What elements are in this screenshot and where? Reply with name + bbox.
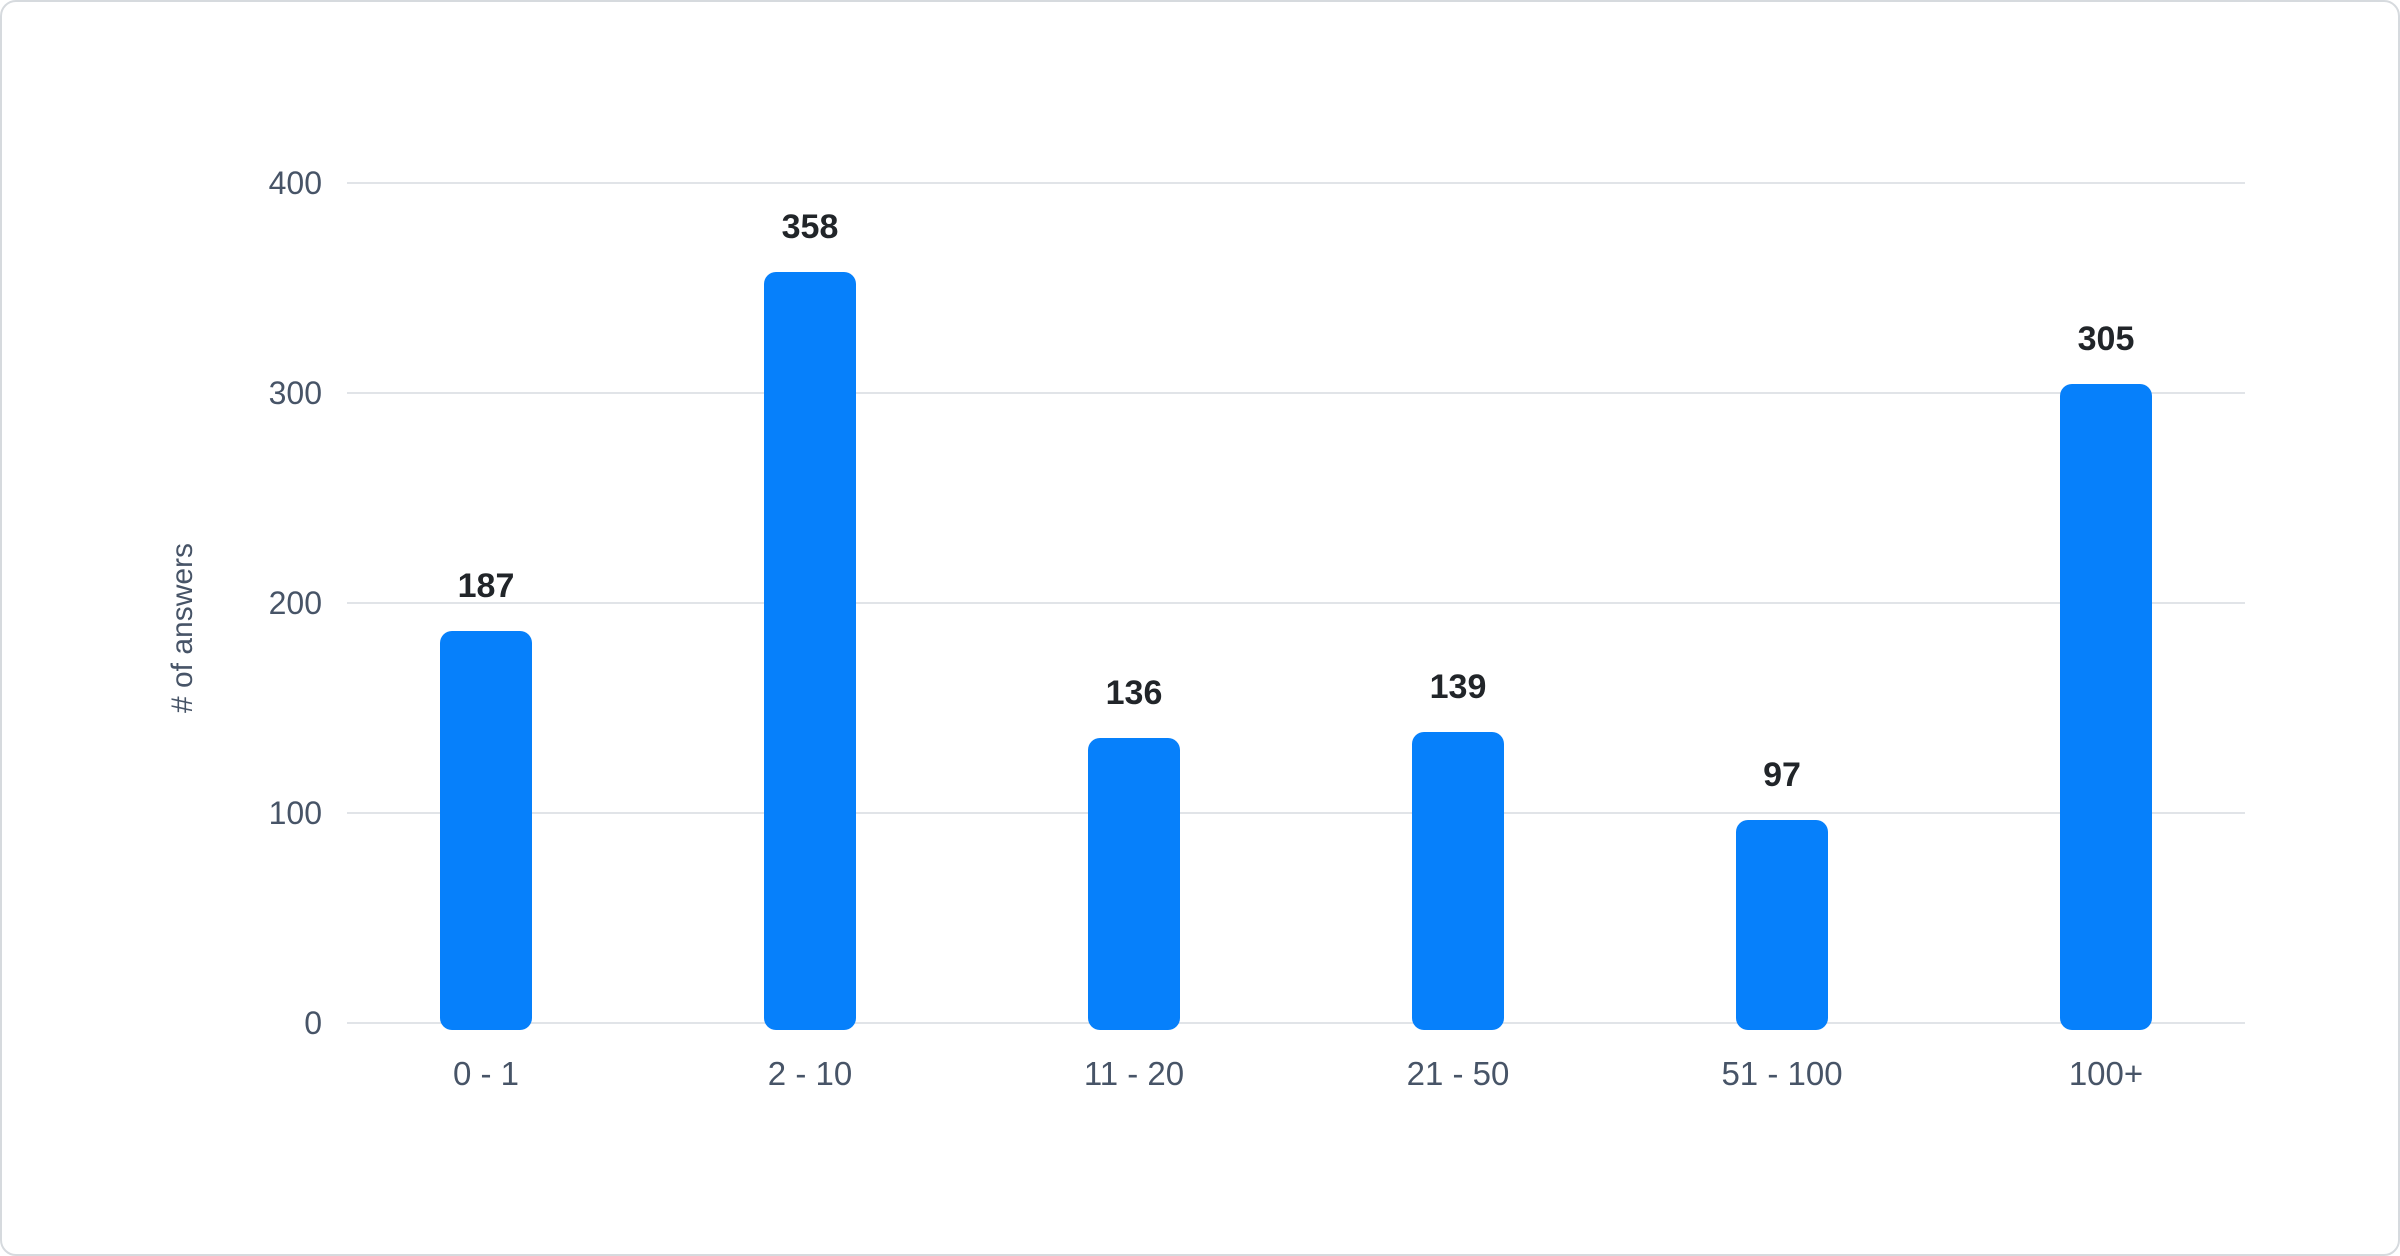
y-tick-label: 200 — [268, 585, 322, 621]
y-tick-label: 300 — [268, 375, 322, 411]
bar-value-label: 139 — [1429, 668, 1487, 707]
bars-layer: 187 358 136 139 97 305 — [324, 184, 2268, 1030]
x-tick-label: 100+ — [2068, 1055, 2144, 1092]
x-tick-label: 11 - 20 — [1083, 1055, 1185, 1092]
bar-column: 305 — [1944, 184, 2268, 1030]
bar — [1088, 738, 1180, 1030]
x-tick-label: 21 - 50 — [1406, 1055, 1510, 1092]
bar — [764, 272, 856, 1030]
plot-area: 0 100 200 300 400 — [269, 167, 2245, 1039]
y-tick-label: 100 — [268, 795, 322, 831]
bar-value-label: 97 — [1763, 756, 1801, 795]
bar-column: 97 — [1620, 184, 1944, 1030]
bar-column: 136 — [972, 184, 1296, 1030]
x-tick-label: 2 - 10 — [767, 1055, 853, 1092]
bar-value-label: 305 — [2077, 319, 2135, 358]
gridline: 0 — [304, 1007, 2245, 1039]
y-axis-title: # of answers — [166, 542, 199, 714]
bar-value-label: 187 — [457, 567, 515, 606]
bar — [1736, 820, 1828, 1030]
bar-column: 358 — [648, 184, 972, 1030]
bar-value-label: 358 — [781, 208, 839, 247]
bar-column: 139 — [1296, 184, 1620, 1030]
bar — [1412, 732, 1504, 1030]
gridline: 100 — [269, 797, 2245, 829]
gridline: 400 — [269, 167, 2245, 199]
bar — [2060, 383, 2152, 1030]
bar — [440, 631, 532, 1030]
y-tick-label: 0 — [304, 1005, 322, 1041]
gridline: 300 — [269, 377, 2245, 409]
x-tick-label: 0 - 1 — [452, 1055, 520, 1092]
y-tick-label: 400 — [268, 165, 322, 201]
gridline: 200 — [269, 587, 2245, 619]
x-axis-labels: 0 - 1 2 - 10 11 - 20 21 - 50 51 - 100 100+ — [324, 1054, 2268, 1094]
bar-column: 187 — [324, 184, 648, 1030]
bar-value-label: 136 — [1105, 674, 1163, 713]
x-tick-label: 51 - 100 — [1721, 1055, 1843, 1092]
